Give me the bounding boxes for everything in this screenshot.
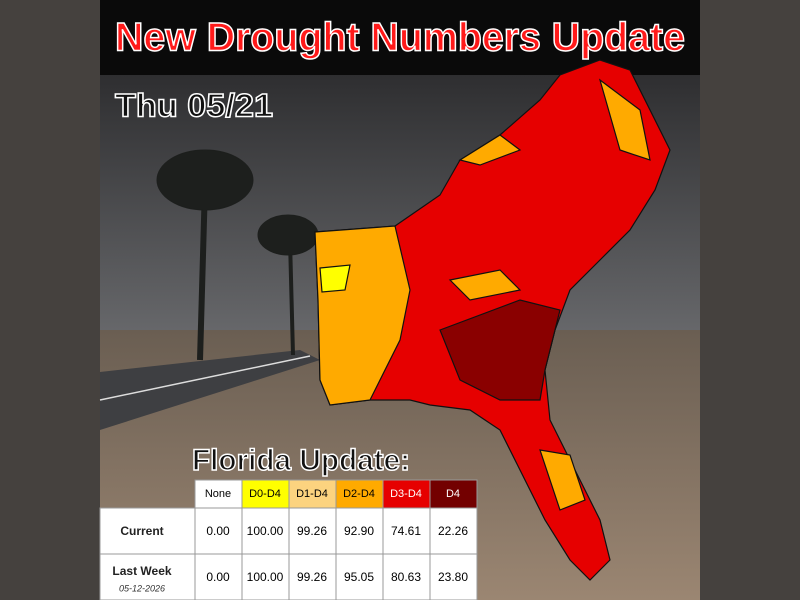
- cell: 99.26: [297, 570, 327, 584]
- cell: 23.80: [438, 570, 468, 584]
- cell: 22.26: [438, 524, 468, 538]
- header-cell: [241, 479, 290, 509]
- header-cell: [335, 479, 384, 509]
- cell: 80.63: [391, 570, 421, 584]
- table: None D0-D4 D1-D4 D2-D4 D3-D4 D4 Current …: [99, 479, 478, 600]
- row-label: Last Week: [112, 564, 171, 578]
- header-cell: [382, 479, 431, 509]
- cell: 74.61: [391, 524, 421, 538]
- row-label: Current: [120, 524, 163, 538]
- cell: 100.00: [247, 524, 284, 538]
- cell: 100.00: [247, 570, 284, 584]
- column-header: D2-D4: [343, 488, 375, 500]
- cell: 0.00: [206, 524, 230, 538]
- table-title: Florida Update:: [192, 444, 410, 477]
- cell: 0.00: [206, 570, 230, 584]
- cell: 95.05: [344, 570, 374, 584]
- cell: 99.26: [297, 524, 327, 538]
- drought-map: [314, 59, 671, 581]
- column-header: None: [205, 488, 231, 500]
- row-sublabel: 05-12-2026: [119, 583, 165, 593]
- road-line: [99, 355, 311, 401]
- header-cell: [429, 479, 478, 509]
- palm-tree: [156, 149, 319, 361]
- column-header: D0-D4: [249, 488, 281, 500]
- date: Thu 05/21: [115, 87, 273, 123]
- title: New Drought Numbers Update: [115, 16, 685, 60]
- column-header: D1-D4: [296, 488, 328, 500]
- column-header: D3-D4: [390, 488, 422, 500]
- column-header: D4: [446, 488, 460, 500]
- cell: 92.90: [344, 524, 374, 538]
- road: [100, 350, 320, 430]
